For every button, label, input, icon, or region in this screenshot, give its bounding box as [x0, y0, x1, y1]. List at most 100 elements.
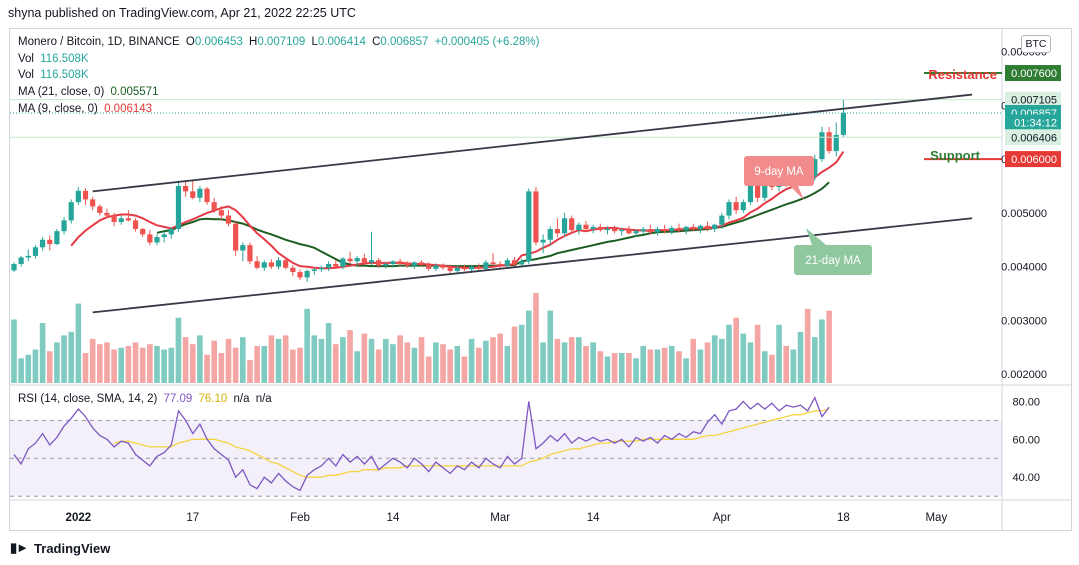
- rsi-na-1: n/a: [233, 393, 250, 405]
- candle-body: [340, 258, 346, 267]
- volume-bar: [533, 293, 539, 383]
- candle-body: [740, 202, 746, 211]
- rsi-line: [13, 396, 830, 492]
- candle-body: [647, 229, 653, 233]
- candle-body: [311, 269, 317, 271]
- volume-bar: [25, 354, 32, 383]
- volume-bar: [232, 347, 239, 383]
- candle-body: [604, 229, 611, 231]
- candle-body: [840, 112, 846, 135]
- volume-bar: [819, 319, 825, 383]
- candle-body: [418, 262, 425, 265]
- volume-bar: [75, 303, 82, 383]
- volume-bar: [189, 344, 196, 383]
- volume-bar: [733, 317, 739, 383]
- candle-body: [812, 159, 818, 177]
- volume-bar: [676, 351, 682, 383]
- trend-line-upper: [92, 93, 973, 193]
- volume-bar: [111, 349, 117, 383]
- volume-bar: [290, 349, 296, 383]
- volume-bar: [647, 349, 654, 383]
- price-tag-box: [1005, 129, 1061, 146]
- candle-body: [504, 260, 510, 266]
- candle-body: [183, 185, 189, 192]
- volume-bar: [375, 349, 382, 383]
- volume-bar: [618, 353, 625, 383]
- volume-bar: [125, 345, 132, 383]
- volume-bar: [747, 342, 754, 383]
- volume-bar: [82, 353, 89, 383]
- volume-bar: [669, 345, 675, 383]
- candle-body: [411, 262, 417, 266]
- candle-body: [433, 265, 439, 269]
- candle-body: [569, 218, 575, 231]
- volume-bar: [340, 337, 346, 383]
- candle-body: [82, 190, 89, 200]
- footer-brand[interactable]: ▮► TradingView: [10, 540, 110, 556]
- volume-bar: [304, 308, 310, 383]
- candle-body: [712, 224, 718, 230]
- candle-body: [240, 245, 246, 251]
- volume-bar: [611, 353, 618, 383]
- volume-bar: [461, 356, 468, 383]
- open-label: O: [185, 36, 195, 48]
- candle-body: [40, 239, 46, 248]
- ma9-annotation-box: [744, 156, 814, 186]
- candle-body: [154, 237, 160, 243]
- trend-line-lower: [92, 217, 973, 314]
- volume-bar: [397, 335, 403, 383]
- volume-bar: [497, 333, 503, 383]
- currency-button[interactable]: BTC: [1021, 35, 1051, 53]
- candle-body: [290, 267, 296, 273]
- candle-body: [90, 199, 96, 207]
- volume-bar: [640, 345, 646, 383]
- volume-bar: [104, 342, 110, 383]
- volume-bar: [604, 356, 611, 383]
- time-tick-label: 17: [186, 512, 199, 524]
- candle-body: [161, 234, 167, 238]
- volume-bar: [726, 324, 732, 383]
- candle-body: [561, 218, 568, 234]
- volume-bar: [168, 347, 175, 383]
- volume-bar: [761, 351, 768, 383]
- candle-body: [519, 261, 525, 265]
- rsi-tick-label: 80.00: [1012, 396, 1040, 408]
- time-tick-label: Mar: [490, 512, 510, 524]
- candle-body: [819, 132, 825, 160]
- volume-bar: [826, 310, 832, 383]
- candle-body: [704, 225, 711, 230]
- volume-bar: [418, 337, 425, 383]
- price-tag-label: 0.007600: [1011, 68, 1057, 80]
- volume-bar: [568, 337, 575, 383]
- time-tick-label: 14: [387, 512, 400, 524]
- candle-body: [304, 270, 310, 278]
- candle-body: [697, 225, 703, 230]
- symbol-label[interactable]: Monero / Bitcoin, 1D, BINANCE: [18, 36, 180, 48]
- rsi-sma-value: 76.10: [198, 393, 228, 405]
- volume-bar: [68, 331, 74, 383]
- price-tag-label: 0.006406: [1011, 132, 1057, 144]
- volume-bar: [18, 358, 24, 383]
- volume-bar: [204, 354, 210, 383]
- tradingview-logo-icon: ▮►: [10, 540, 29, 555]
- volume-legend-2: Vol 116.508K: [18, 69, 92, 81]
- candle-body: [97, 206, 103, 213]
- volume-bar: [583, 345, 589, 383]
- candle-body: [626, 230, 632, 234]
- rsi-value: 77.09: [163, 393, 193, 405]
- volume-bar: [597, 351, 604, 383]
- candle-body: [397, 261, 403, 264]
- volume-bar: [54, 342, 60, 383]
- time-tick-label: May: [925, 512, 947, 524]
- rsi-legend: RSI (14, close, SMA, 14, 2) 77.09 76.10 …: [18, 393, 275, 405]
- volume-bar: [182, 337, 189, 383]
- price-tick-label: 0.005000: [1001, 208, 1047, 220]
- volume-bar: [268, 335, 275, 383]
- resistance-label: Resistance: [928, 67, 997, 82]
- candle-body: [719, 215, 725, 225]
- volume-bar: [89, 338, 96, 383]
- volume-bar: [740, 333, 747, 383]
- candle-body: [476, 266, 482, 269]
- high-label: H: [249, 36, 258, 48]
